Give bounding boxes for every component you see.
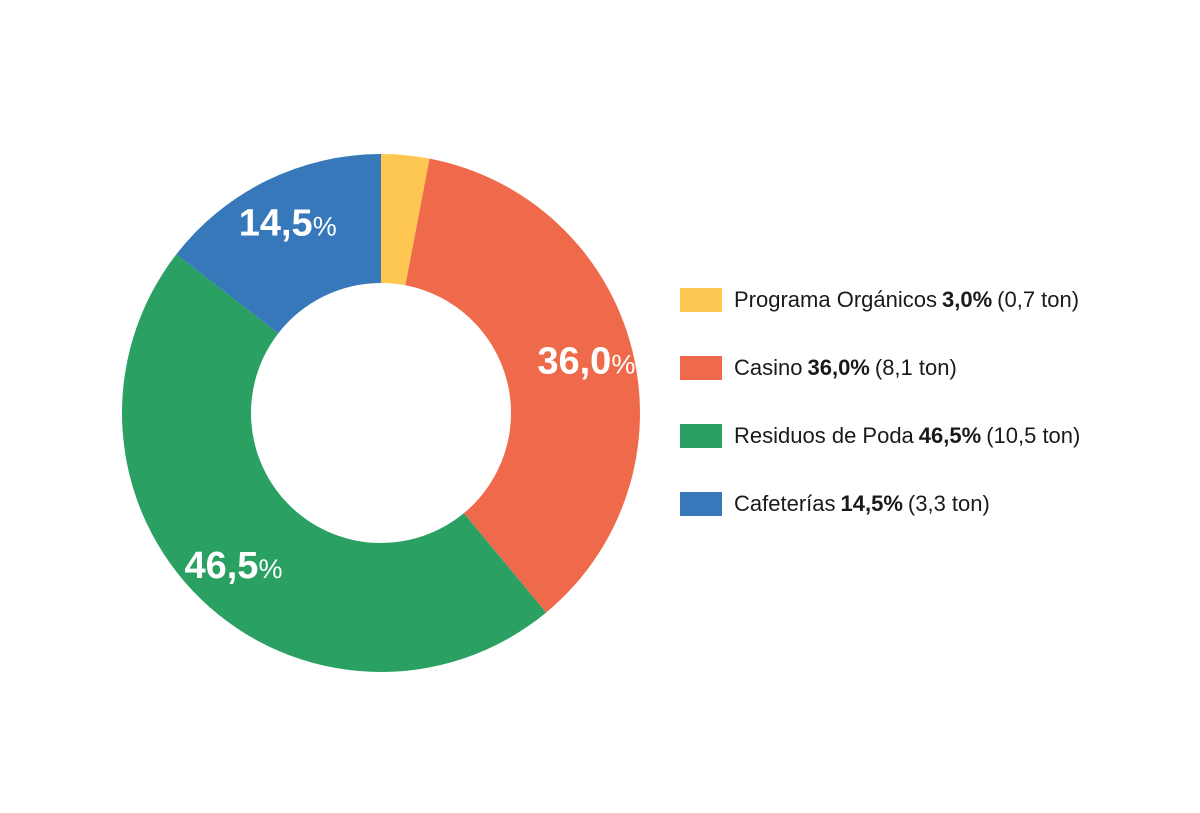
slice-programa-organicos — [381, 154, 430, 286]
legend-label: Residuos de Poda — [734, 423, 914, 448]
legend-amount: (3,3 ton) — [907, 491, 990, 516]
legend-swatch — [680, 424, 722, 448]
legend-percent: 14,5% — [840, 491, 903, 516]
legend-percent: 3,0% — [941, 287, 993, 312]
legend-swatch — [680, 288, 722, 312]
legend-item-cafeterias: Cafeterías 14,5% (3,3 ton) — [680, 487, 1180, 521]
slice-residuos-de-poda — [122, 254, 547, 672]
slice-cafeterias — [176, 154, 381, 334]
slice-casino — [405, 158, 640, 613]
legend-swatch — [680, 492, 722, 516]
legend-amount: (8,1 ton) — [874, 355, 957, 380]
slice-label-residuos-de-poda: 46,5% — [184, 545, 282, 587]
legend-item-residuos-de-poda: Residuos de Poda 46,5% (10,5 ton) — [680, 419, 1180, 453]
legend-item-casino: Casino 36,0% (8,1 ton) — [680, 351, 1180, 385]
legend-label: Cafeterías — [734, 491, 836, 516]
legend-label: Programa Orgánicos — [734, 287, 937, 312]
slice-label-cafeterias: 14,5% — [239, 203, 337, 245]
legend-label: Casino — [734, 355, 803, 380]
legend-amount: (10,5 ton) — [986, 423, 1081, 448]
slice-label-casino: 36,0% — [537, 340, 635, 382]
legend-swatch — [680, 356, 722, 380]
legend-percent: 36,0% — [807, 355, 870, 380]
legend-percent: 46,5% — [918, 423, 982, 448]
legend-amount: (0,7 ton) — [997, 287, 1080, 312]
legend: Programa Orgánicos 3,0% (0,7 ton) Casino… — [680, 283, 1180, 555]
legend-item-programa-organicos: Programa Orgánicos 3,0% (0,7 ton) — [680, 283, 1180, 317]
